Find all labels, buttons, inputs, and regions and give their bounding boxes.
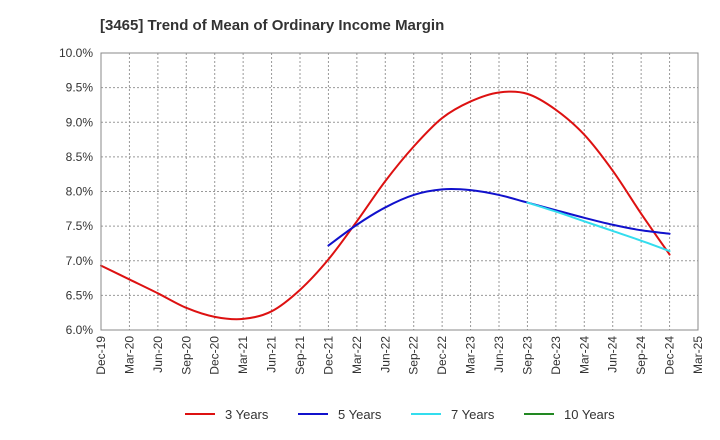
x-tick-label: Dec-23 <box>549 336 563 375</box>
x-tick-label: Jun-20 <box>151 336 165 373</box>
plot-border <box>100 52 699 331</box>
legend-label-3-years: 3 Years <box>225 407 269 422</box>
x-tick-label: Sep-23 <box>520 336 534 375</box>
legend-label-7-years: 7 Years <box>451 407 495 422</box>
chart-title: [3465] Trend of Mean of Ordinary Income … <box>100 17 444 34</box>
x-tick-label: Sep-22 <box>407 336 421 375</box>
series-line-7-years <box>526 201 671 253</box>
x-tick-label: Jun-21 <box>265 336 279 373</box>
series-line-3-years <box>100 90 671 321</box>
x-tick-label: Dec-22 <box>435 336 449 375</box>
y-tick-label: 9.5% <box>66 81 94 95</box>
x-tick-label: Mar-25 <box>691 336 705 374</box>
y-tick-label: 8.5% <box>66 150 94 164</box>
legend: 3 Years 5 Years 7 Years 10 Years <box>185 407 615 422</box>
y-tick-label: 7.0% <box>66 254 94 268</box>
series-line-5-years <box>327 188 671 247</box>
y-tick-label: 6.0% <box>66 323 94 337</box>
x-tick-label: Mar-23 <box>464 336 478 374</box>
legend-label-5-years: 5 Years <box>338 407 382 422</box>
x-tick-label: Dec-20 <box>208 336 222 375</box>
x-tick-label: Mar-21 <box>236 336 250 374</box>
x-tick-label: Sep-21 <box>293 336 307 375</box>
x-tick-label: Dec-24 <box>663 336 677 375</box>
series-lines <box>100 90 671 321</box>
y-tick-label: 8.0% <box>66 185 94 199</box>
x-axis-ticks: Dec-19 Mar-20 Jun-20 Sep-20 Dec-20 Mar-21 Jun-… <box>94 336 705 375</box>
x-tick-label: Jun-22 <box>378 336 392 373</box>
x-tick-label: Mar-20 <box>122 336 136 374</box>
x-tick-label: Jun-23 <box>492 336 506 373</box>
x-tick-label: Dec-21 <box>321 336 335 375</box>
x-tick-label: Mar-22 <box>350 336 364 374</box>
x-tick-label: Dec-19 <box>94 336 108 375</box>
x-tick-label: Sep-24 <box>634 336 648 375</box>
x-tick-label: Sep-20 <box>179 336 193 375</box>
y-tick-label: 10.0% <box>59 46 93 60</box>
y-tick-label: 7.5% <box>66 219 94 233</box>
x-tick-label: Jun-24 <box>606 336 620 373</box>
legend-label-10-years: 10 Years <box>564 407 615 422</box>
y-tick-label: 9.0% <box>66 115 94 129</box>
x-tick-label: Mar-24 <box>577 336 591 374</box>
y-axis-ticks: 6.0% 6.5% 7.0% 7.5% 8.0% 8.5% 9.0% 9.5% 10.0% <box>59 46 93 337</box>
y-tick-label: 6.5% <box>66 288 94 302</box>
